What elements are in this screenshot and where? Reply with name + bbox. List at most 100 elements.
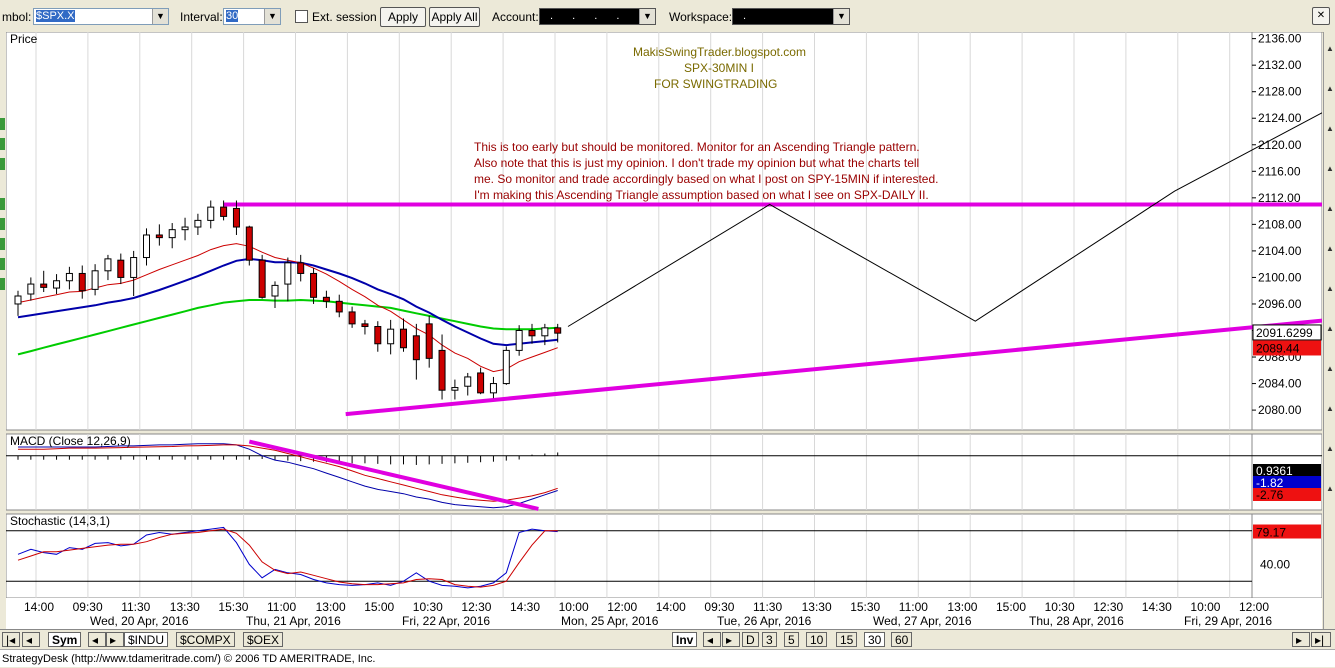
period-3[interactable]: 3 [762, 632, 777, 647]
scroll-icon[interactable]: ▲ [1326, 444, 1334, 453]
chart-area[interactable]: 0.9361 -1.82 -2.76 79.17 40.00 2136.00 2132.… [0, 32, 1335, 632]
chevron-down-icon[interactable]: ▼ [639, 9, 655, 24]
candle-body [477, 372, 485, 394]
header-annotation: FOR SWINGTRADING [654, 77, 777, 91]
price-tick-label: 2112.00 [1258, 191, 1301, 205]
last-price-label: 2091.6299 [1256, 326, 1313, 340]
workspace-value: . [743, 10, 747, 22]
time-tick-label: 12:30 [1093, 600, 1123, 614]
candle-body [194, 219, 202, 228]
scroll-start-button[interactable]: |◂ [2, 632, 20, 647]
tool-icon[interactable] [0, 158, 5, 170]
account-value: . . . . . [550, 10, 650, 22]
scroll-icon[interactable]: ▲ [1326, 204, 1334, 213]
apply-button[interactable]: Apply [380, 7, 426, 27]
stochastic-k-line [17, 526, 558, 589]
chevron-down-icon[interactable]: ▼ [264, 9, 280, 24]
scroll-right-button[interactable]: ▸ [106, 632, 124, 647]
bottom-bar: |◂ ◂ Sym ◂ ▸ $INDU $COMPX $OEX Inv ◂ ▸ D… [0, 629, 1335, 650]
candle-body [438, 349, 446, 391]
period-d[interactable]: D [742, 632, 759, 647]
tool-icon[interactable] [0, 278, 5, 290]
tool-icon[interactable] [0, 258, 5, 270]
scroll-icon[interactable]: ▲ [1326, 484, 1334, 493]
scroll-icon[interactable]: ▲ [1326, 124, 1334, 133]
header-annotation: MakisSwingTrader.blogspot.com [633, 45, 806, 59]
scroll-left-button[interactable]: ◂ [88, 632, 106, 647]
scroll-icon[interactable]: ▲ [1326, 404, 1334, 413]
inv-button[interactable]: Inv [672, 632, 698, 647]
macd-value-box [1253, 476, 1321, 489]
scroll-end-button[interactable]: ▸| [1311, 632, 1331, 647]
candle-body [65, 272, 73, 282]
scroll-icon[interactable]: ▲ [1326, 244, 1334, 253]
tool-icon[interactable] [0, 198, 5, 210]
symbol-combo[interactable]: $SPX.X ▼ [33, 8, 169, 25]
scroll-left-button[interactable]: ◂ [22, 632, 40, 647]
account-combo[interactable]: . . . . . ▼ [539, 8, 656, 25]
note-annotation: This is too early but should be monitore… [474, 140, 920, 154]
scroll-icon[interactable]: ▲ [1326, 364, 1334, 373]
date-label: Fri, 29 Apr, 2016 [1184, 614, 1272, 628]
tool-icon[interactable] [0, 238, 5, 250]
period-15[interactable]: 15 [836, 632, 858, 647]
tab-compx[interactable]: $COMPX [176, 632, 235, 647]
candle-body [245, 226, 253, 261]
stochastic-d-line [17, 528, 558, 588]
candle-body [284, 262, 292, 285]
sym-button[interactable]: Sym [48, 632, 82, 647]
period-5[interactable]: 5 [784, 632, 799, 647]
date-label: Mon, 25 Apr, 2016 [561, 614, 659, 628]
time-tick-label: 09:30 [73, 600, 103, 614]
period-10[interactable]: 10 [806, 632, 828, 647]
date-label: Wed, 27 Apr, 2016 [873, 614, 972, 628]
header-annotation: SPX-30MIN I [684, 61, 754, 75]
time-tick-label: 15:30 [850, 600, 880, 614]
scroll-icon[interactable]: ▲ [1326, 284, 1334, 293]
tab-indu[interactable]: $INDU [124, 632, 169, 647]
account-label: Account: [492, 10, 539, 24]
scroll-icon[interactable]: ▲ [1326, 164, 1334, 173]
scroll-icon[interactable]: ▲ [1326, 324, 1334, 333]
time-tick-label: 13:00 [316, 600, 346, 614]
note-annotation: Also note that this is just my opinion. … [474, 156, 919, 170]
time-tick-label: 15:00 [364, 600, 394, 614]
time-tick-label: 10:30 [413, 600, 443, 614]
macd-signal-line [18, 444, 558, 502]
scroll-icon[interactable]: ▲ [1326, 84, 1334, 93]
time-tick-label: 14:30 [1142, 600, 1172, 614]
period-60[interactable]: 60 [891, 632, 913, 647]
scroll-icon[interactable]: ▲ [1326, 44, 1334, 53]
tool-icon[interactable] [0, 218, 5, 230]
tool-icon[interactable] [0, 138, 5, 150]
symbol-value: $SPX.X [36, 10, 75, 22]
chart-text: Price MACD (Close 12,26,9) Stochastic (14,… [10, 32, 1272, 628]
ext-session-checkbox[interactable] [295, 10, 308, 23]
scroll-right-button[interactable]: ▸ [1292, 632, 1310, 647]
macd-panel: 0.9361-1.82-2.76 [6, 439, 1322, 511]
macd-panel-bg [6, 433, 1253, 511]
close-icon[interactable]: ✕ [1312, 7, 1330, 25]
candle-body [502, 349, 510, 385]
time-tick-label: 11:00 [267, 600, 296, 614]
scroll-left-button[interactable]: ◂ [703, 632, 721, 647]
apply-all-button[interactable]: Apply All [429, 7, 480, 27]
interval-combo[interactable]: 30 ▼ [223, 8, 281, 25]
workspace-combo[interactable]: . ▼ [732, 8, 850, 25]
chevron-down-icon[interactable]: ▼ [833, 9, 849, 24]
tool-icon[interactable] [0, 118, 5, 130]
scroll-right-button[interactable]: ▸ [722, 632, 740, 647]
chevron-down-icon[interactable]: ▼ [152, 9, 168, 24]
price-tick-label: 2120.00 [1258, 138, 1302, 152]
price-panel-bg [6, 32, 1253, 431]
candle-body [515, 330, 523, 351]
time-tick-label: 14:00 [24, 600, 54, 614]
price-panel-title: Price [10, 32, 38, 46]
macd-trendline [248, 439, 539, 511]
ema-value-label: 2089.44 [1256, 341, 1300, 355]
price-tick-label: 2124.00 [1258, 111, 1302, 125]
chart-svg[interactable]: 0.9361-1.82-2.76 79.17 40.00 2136.00 2132.… [6, 32, 1322, 629]
price-tick-label: 2128.00 [1258, 85, 1302, 99]
period-30[interactable]: 30 [864, 632, 886, 647]
tab-oex[interactable]: $OEX [243, 632, 284, 647]
